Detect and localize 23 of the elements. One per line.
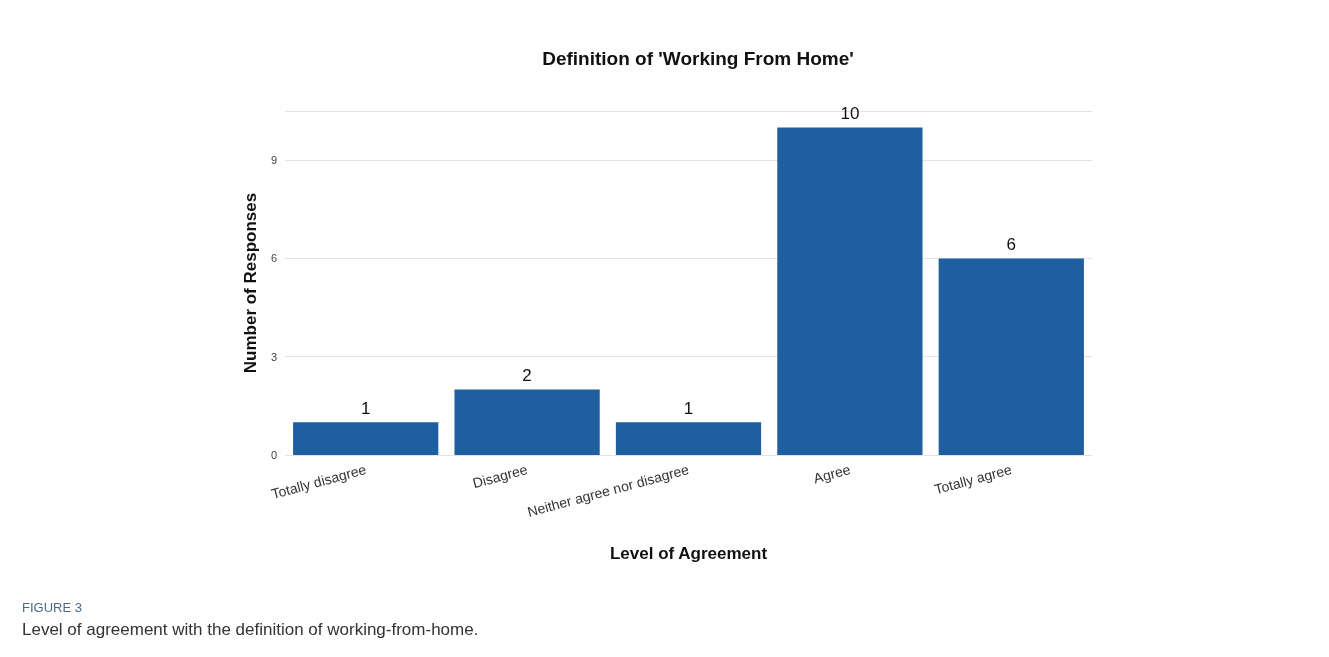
data-label: 10 — [840, 104, 860, 124]
bar — [293, 422, 439, 455]
x-tick-label: Agree — [811, 461, 853, 487]
text: Level of agreement with the definition of working-from-home. — [22, 620, 479, 639]
y-tick-label: 9 — [270, 154, 277, 167]
bar — [777, 127, 923, 455]
bar — [454, 389, 600, 455]
bar — [615, 422, 762, 455]
x-tick-label: Totally disagree — [269, 461, 368, 502]
y-tick-label: 6 — [270, 252, 277, 265]
y-tick-label: 3 — [270, 350, 277, 363]
caption: FIGURE 3 — [22, 600, 82, 615]
y-axis-title: Number of Responses — [241, 192, 260, 374]
bar — [938, 258, 1084, 455]
x-axis-title: Level of Agreement — [609, 544, 768, 563]
data-label: 1 — [360, 399, 371, 419]
data-label: 1 — [683, 399, 694, 419]
data-label: 6 — [1006, 235, 1017, 255]
data-label: 2 — [522, 366, 532, 386]
y-tick-label: 0 — [270, 449, 277, 461]
x-tick-label: Totally agree — [932, 461, 1014, 498]
x-tick-label: Disagree — [470, 461, 530, 492]
chart-title: Definition of 'Working From Home' — [542, 48, 854, 69]
